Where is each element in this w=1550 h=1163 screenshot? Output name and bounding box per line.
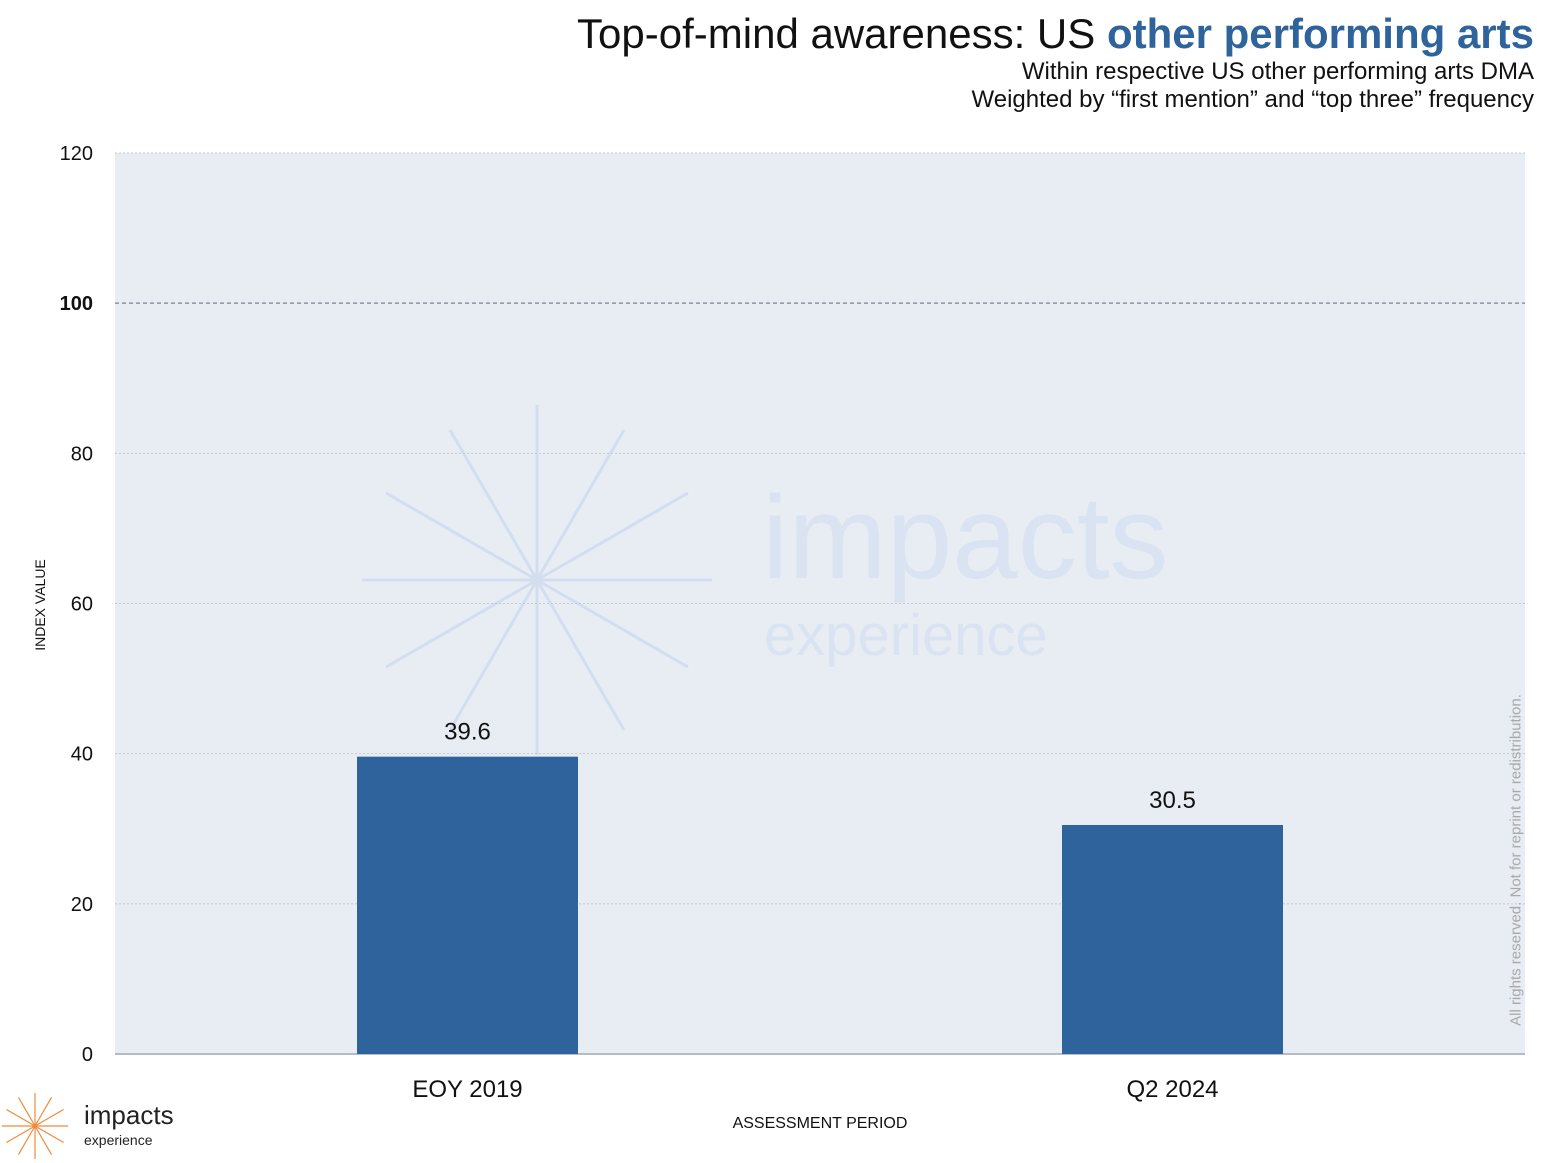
y-tick-label: 20 bbox=[71, 894, 93, 916]
logo-ray bbox=[17, 1125, 36, 1155]
watermark-ray bbox=[448, 429, 539, 581]
x-tick-label: EOY 2019 bbox=[412, 1076, 522, 1103]
logo-ray bbox=[17, 1097, 36, 1127]
y-tick-label: 80 bbox=[71, 443, 93, 465]
x-tick-label: Q2 2024 bbox=[1126, 1076, 1218, 1103]
y-axis-label: INDEX VALUE bbox=[32, 559, 48, 651]
logo-ray bbox=[34, 1125, 53, 1155]
rights-notice: All rights reserved. Not for reprint or … bbox=[1507, 694, 1525, 1026]
y-tick-label: 0 bbox=[82, 1044, 93, 1066]
watermark-ray bbox=[536, 491, 689, 582]
chart-title: Top-of-mind awareness: US other performi… bbox=[577, 10, 1534, 58]
impacts-logo-icon bbox=[2, 1093, 68, 1159]
logo-ray bbox=[6, 1125, 36, 1144]
watermark-ray bbox=[385, 578, 538, 669]
logo-ray bbox=[6, 1108, 36, 1127]
chart-title-accent: other performing arts bbox=[1106, 10, 1534, 57]
logo-ray bbox=[34, 1108, 64, 1127]
logo-name: impacts bbox=[84, 1100, 174, 1130]
watermark-ray bbox=[536, 578, 689, 669]
y-tick-label: 40 bbox=[71, 744, 93, 766]
x-axis-label: ASSESSMENT PERIOD bbox=[732, 1115, 908, 1132]
watermark-ray bbox=[385, 491, 538, 582]
watermark-name: impacts bbox=[762, 472, 1169, 604]
data-label: 39.6 bbox=[444, 719, 491, 746]
data-label: 30.5 bbox=[1149, 787, 1196, 814]
chart-subtitle-line-1: Within respective US other performing ar… bbox=[1021, 58, 1534, 85]
logo-ray bbox=[34, 1125, 64, 1144]
logo-ray bbox=[34, 1097, 53, 1127]
y-tick-label: 120 bbox=[60, 143, 93, 165]
chart-title-main: Top-of-mind awareness: US bbox=[577, 10, 1107, 57]
watermark-ray bbox=[535, 579, 626, 731]
watermark-ray bbox=[448, 579, 539, 731]
bar bbox=[1062, 824, 1283, 1054]
watermark-ray bbox=[535, 429, 626, 581]
logo-tag: experience bbox=[84, 1132, 153, 1148]
chart-subtitle-line-2: Weighted by “first mention” and “top thr… bbox=[971, 86, 1535, 113]
bar bbox=[357, 756, 578, 1054]
y-tick-label: 60 bbox=[71, 594, 93, 616]
watermark-tag: experience bbox=[764, 603, 1048, 668]
y-tick-label: 100 bbox=[60, 293, 93, 315]
